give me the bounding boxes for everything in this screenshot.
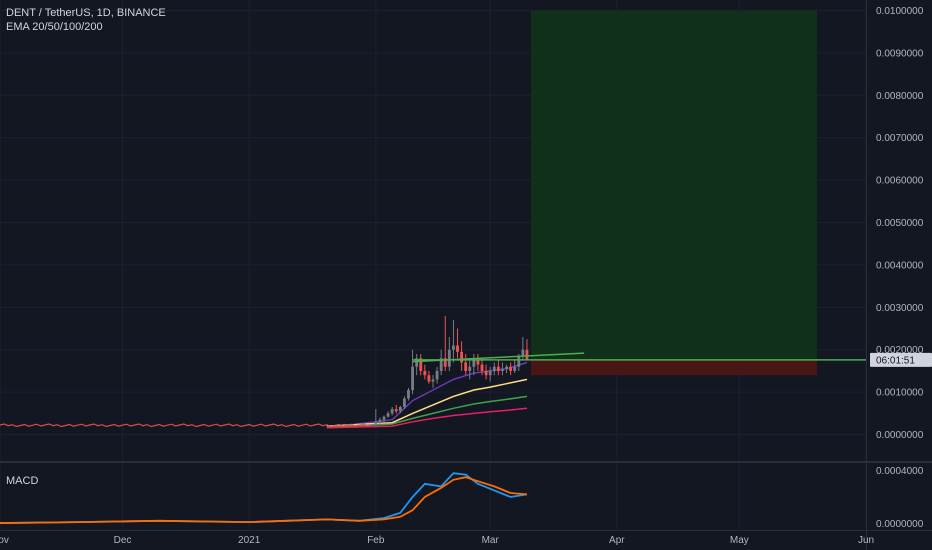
candle-body: [513, 366, 517, 371]
price-tick-label: 0.0090000: [876, 48, 924, 59]
time-tick-label: Nov: [0, 535, 9, 546]
candle-body: [496, 366, 500, 371]
candle-body: [382, 416, 386, 420]
ema-legend[interactable]: EMA 20/50/100/200: [6, 21, 103, 33]
time-tick-label: May: [730, 535, 749, 546]
macd-pane: [0, 461, 932, 524]
candle-body: [488, 370, 492, 376]
position-zones[interactable]: [531, 10, 817, 376]
macd-tick-label: 0.0000000: [876, 519, 924, 530]
candle-body: [492, 366, 496, 371]
candle-body: [443, 358, 447, 367]
candle-body: [451, 345, 455, 350]
price-tick-label: 0.0010000: [876, 388, 924, 399]
candle-body: [435, 370, 439, 380]
candle-body: [484, 370, 488, 376]
candle-body: [464, 362, 468, 371]
price-tick-label: 0.0060000: [876, 176, 924, 187]
price-tick-label: 0.0040000: [876, 260, 924, 271]
candle-body: [398, 406, 402, 412]
candle-body: [411, 366, 415, 391]
target-zone[interactable]: [531, 10, 817, 360]
candle-body: [427, 375, 431, 382]
ema-line-4: [326, 407, 528, 429]
candle-body: [460, 351, 464, 363]
candle-body: [525, 349, 529, 360]
drawn-lines[interactable]: [412, 352, 866, 363]
price-tick-label: 0.0070000: [876, 133, 924, 144]
price-tick-label: 0.0020000: [876, 345, 924, 356]
candle-body: [456, 345, 459, 352]
candle-body: [394, 409, 398, 412]
candle-body: [378, 419, 382, 422]
ema-line-2: [326, 378, 528, 427]
time-tick-label: Dec: [114, 535, 132, 546]
pre-breakout-price: [0, 423, 372, 428]
candle-body: [476, 360, 480, 365]
candle-body: [423, 370, 427, 376]
candle-body: [439, 358, 443, 371]
candle-body: [521, 349, 525, 357]
candle-body: [415, 358, 419, 367]
candle-body: [472, 360, 476, 367]
ema-line-3: [326, 395, 528, 428]
price-tick-label: 0.0000000: [876, 430, 924, 441]
candle-body: [501, 368, 504, 371]
candle-body: [407, 390, 410, 399]
candle-body: [386, 413, 390, 417]
time-tick-label: Jun: [858, 535, 874, 546]
time-tick-label: Apr: [609, 535, 625, 546]
candle-body: [419, 358, 423, 371]
countdown-text: 06:01:51: [876, 355, 915, 366]
candle-body: [402, 398, 406, 407]
signal-line: [0, 476, 528, 524]
candle-body: [509, 366, 513, 371]
candles: [374, 315, 529, 427]
price-tick-label: 0.0050000: [876, 218, 924, 229]
macd-tick-label: 0.0004000: [876, 466, 924, 477]
macd-legend[interactable]: MACD: [6, 475, 39, 487]
stop-zone[interactable]: [531, 359, 817, 376]
candle-body: [517, 356, 521, 367]
candle-body: [505, 366, 508, 369]
time-tick-label: Mar: [482, 535, 500, 546]
symbol-legend[interactable]: DENT / TetherUS, 1D, BINANCE: [6, 7, 166, 19]
time-tick-label: 2021: [238, 535, 261, 546]
candle-body: [431, 379, 435, 382]
price-tick-label: 0.0030000: [876, 303, 924, 314]
candle-body: [374, 421, 378, 424]
candle-body: [468, 366, 472, 371]
candle-body: [390, 409, 394, 414]
candle-body: [480, 364, 484, 371]
price-tick-label: 0.0100000: [876, 6, 924, 17]
candle-body: [447, 349, 451, 367]
pre-breakout-price-line: [0, 423, 372, 428]
price-tick-label: 0.0080000: [876, 91, 924, 102]
time-tick-label: Feb: [367, 535, 385, 546]
countdown-badge[interactable]: [870, 352, 932, 367]
